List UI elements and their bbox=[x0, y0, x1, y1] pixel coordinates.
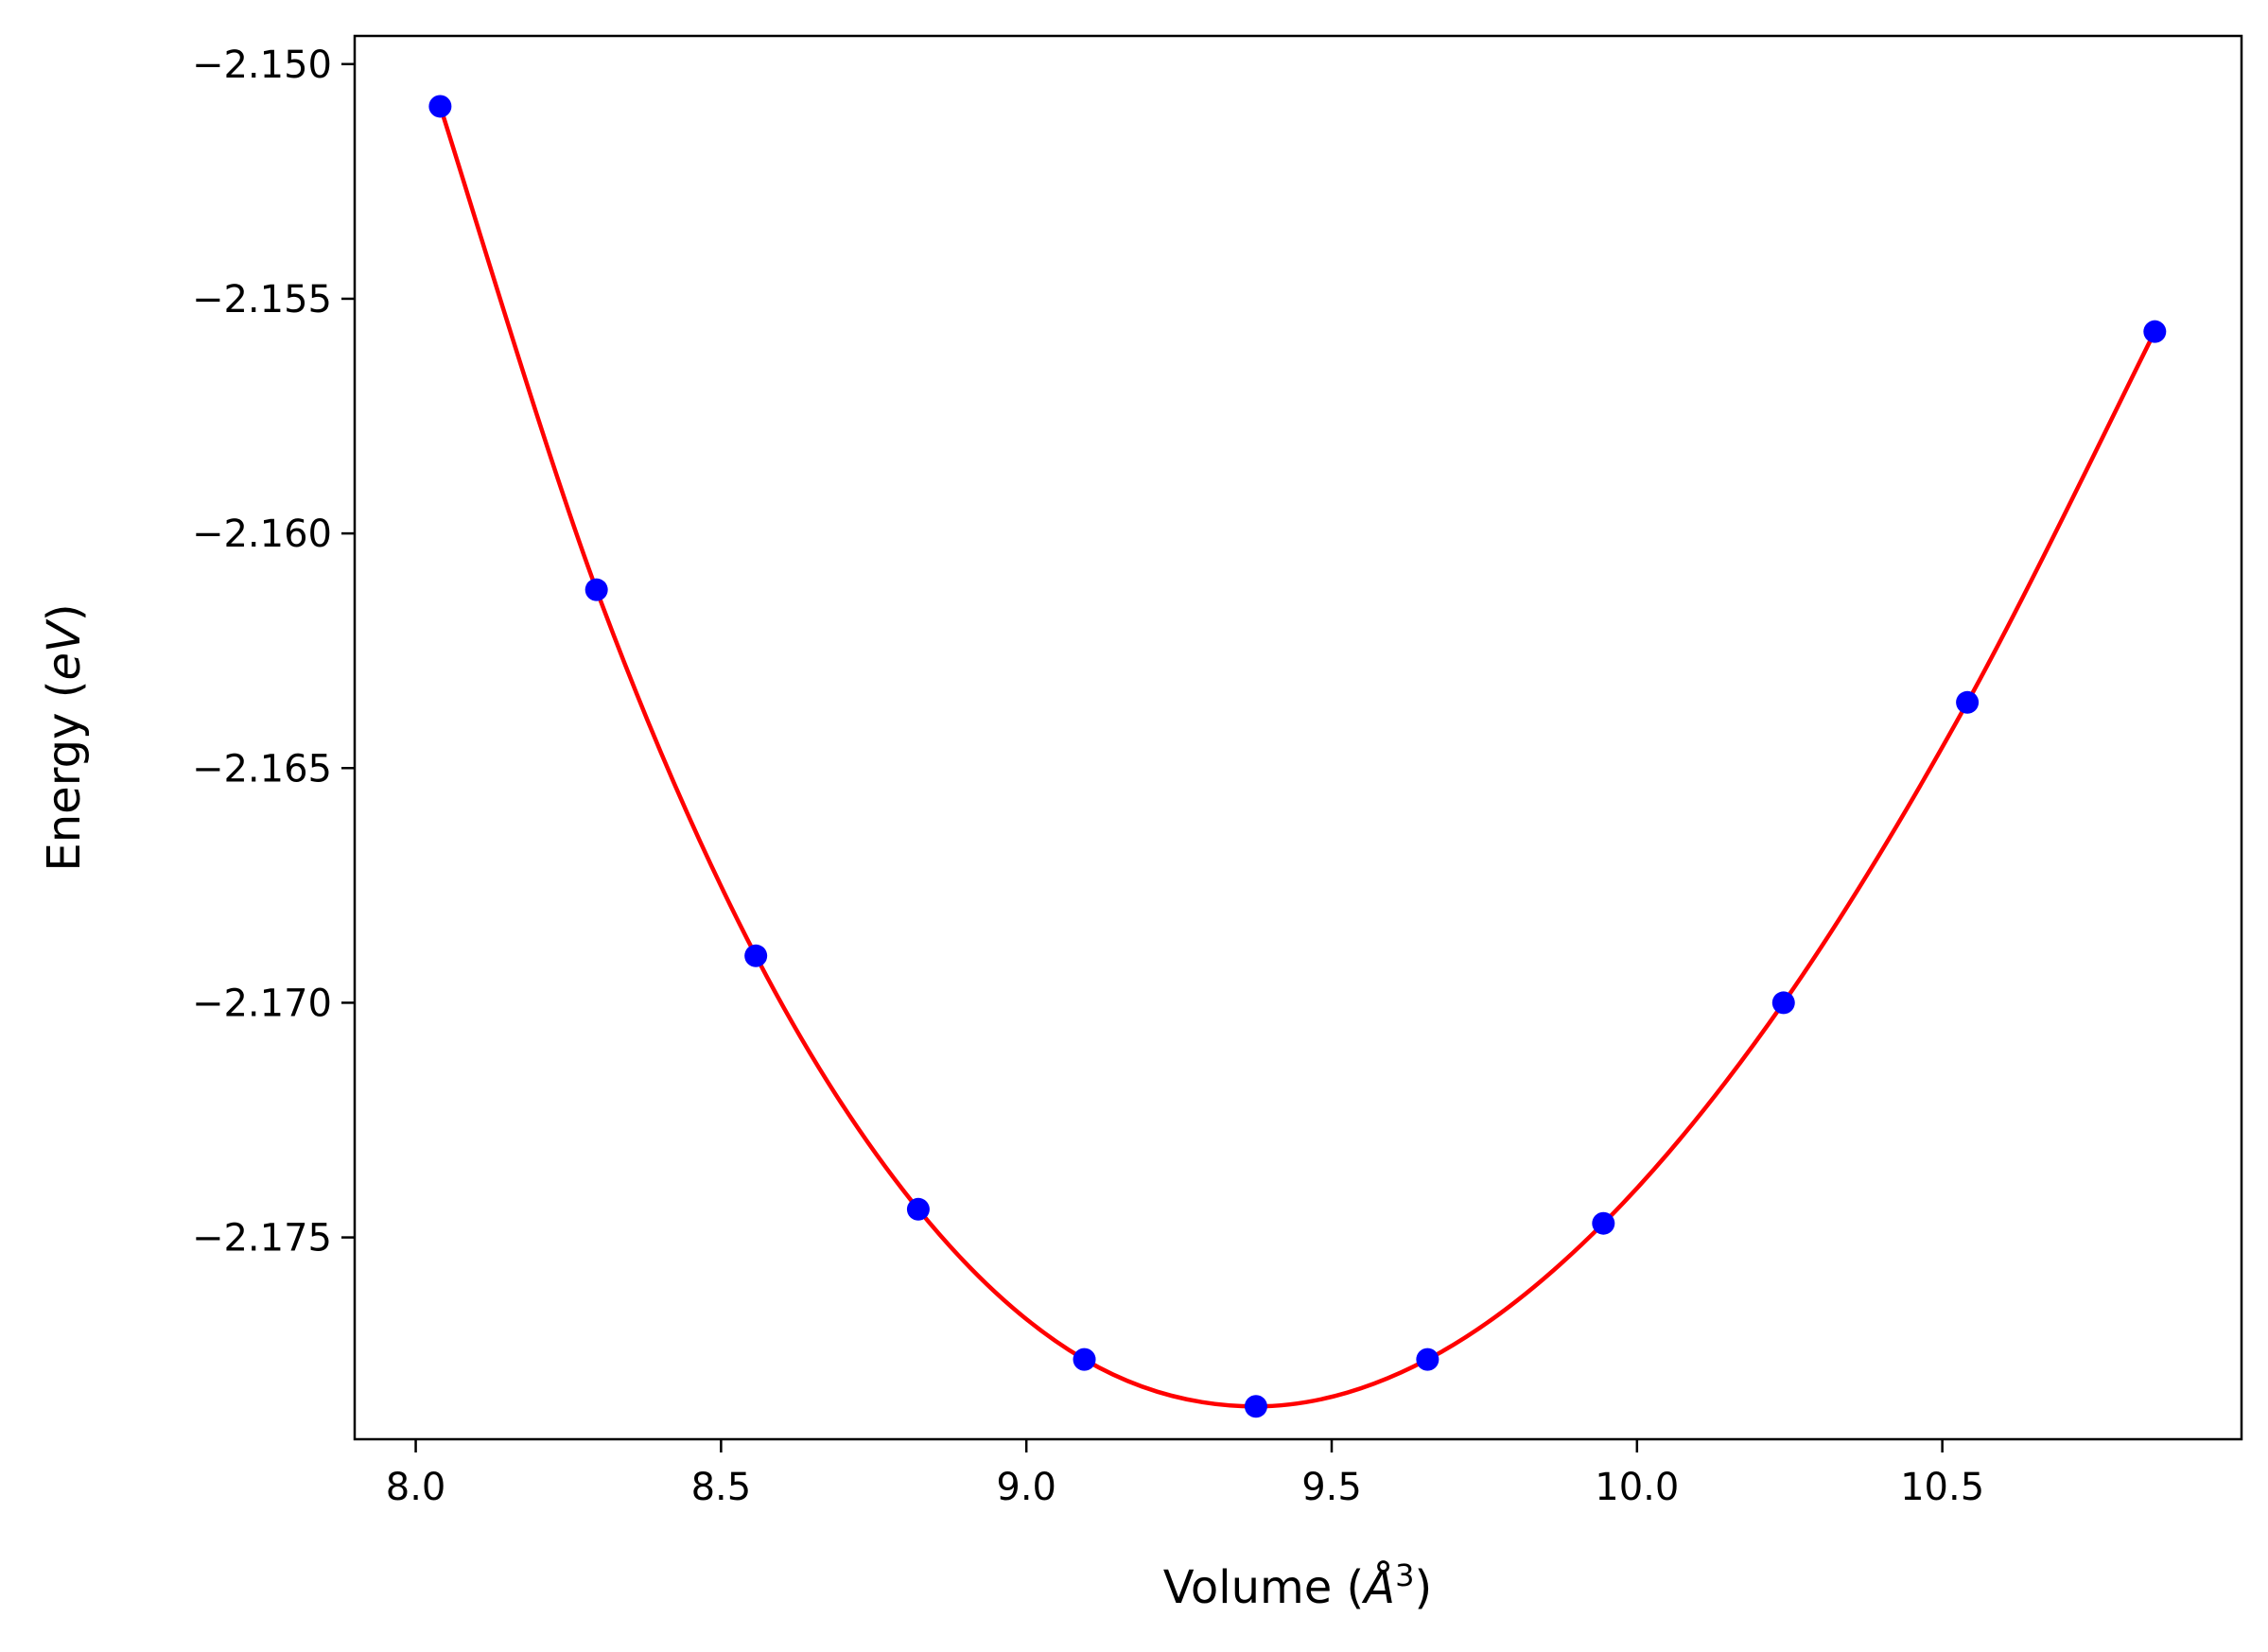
y-tick-label: −2.155 bbox=[192, 278, 332, 322]
x-axis-ticks: 8.0 8.5 9.0 9.5 10.0 10.5 bbox=[386, 1439, 1984, 1509]
x-tick-label: 8.0 bbox=[386, 1466, 446, 1509]
data-point bbox=[2143, 320, 2167, 343]
data-point bbox=[428, 95, 452, 118]
data-point bbox=[1592, 1211, 1615, 1235]
x-tick-label: 10.5 bbox=[1900, 1466, 1984, 1509]
fit-curve bbox=[438, 105, 2157, 1409]
data-point bbox=[1073, 1348, 1096, 1371]
plot-frame bbox=[353, 34, 2243, 1441]
x-axis-label: Volume (Å3) bbox=[1163, 1557, 1432, 1614]
y-axis-label: Energy (eV) bbox=[38, 603, 91, 871]
y-axis-ticks: −2.150 −2.155 −2.160 −2.165 −2.170 −2.175 bbox=[192, 43, 355, 1261]
data-point bbox=[1244, 1395, 1267, 1418]
y-tick-label: −2.150 bbox=[192, 43, 332, 87]
data-point bbox=[1416, 1348, 1439, 1371]
data-point bbox=[584, 578, 608, 601]
x-tick-label: 9.5 bbox=[1301, 1466, 1362, 1509]
y-tick-label: −2.170 bbox=[192, 982, 332, 1025]
x-tick-label: 9.0 bbox=[996, 1466, 1056, 1509]
plot-area-background bbox=[355, 36, 2242, 1439]
y-tick-label: −2.160 bbox=[192, 513, 332, 556]
x-tick-label: 8.5 bbox=[691, 1466, 752, 1509]
data-point bbox=[906, 1197, 930, 1221]
data-point bbox=[744, 944, 768, 967]
x-tick-label: 10.0 bbox=[1595, 1466, 1679, 1509]
y-tick-label: −2.175 bbox=[192, 1217, 332, 1261]
data-point bbox=[1771, 991, 1795, 1015]
data-points bbox=[428, 95, 2167, 1418]
data-point bbox=[1956, 690, 1980, 714]
y-tick-label: −2.165 bbox=[192, 747, 332, 791]
